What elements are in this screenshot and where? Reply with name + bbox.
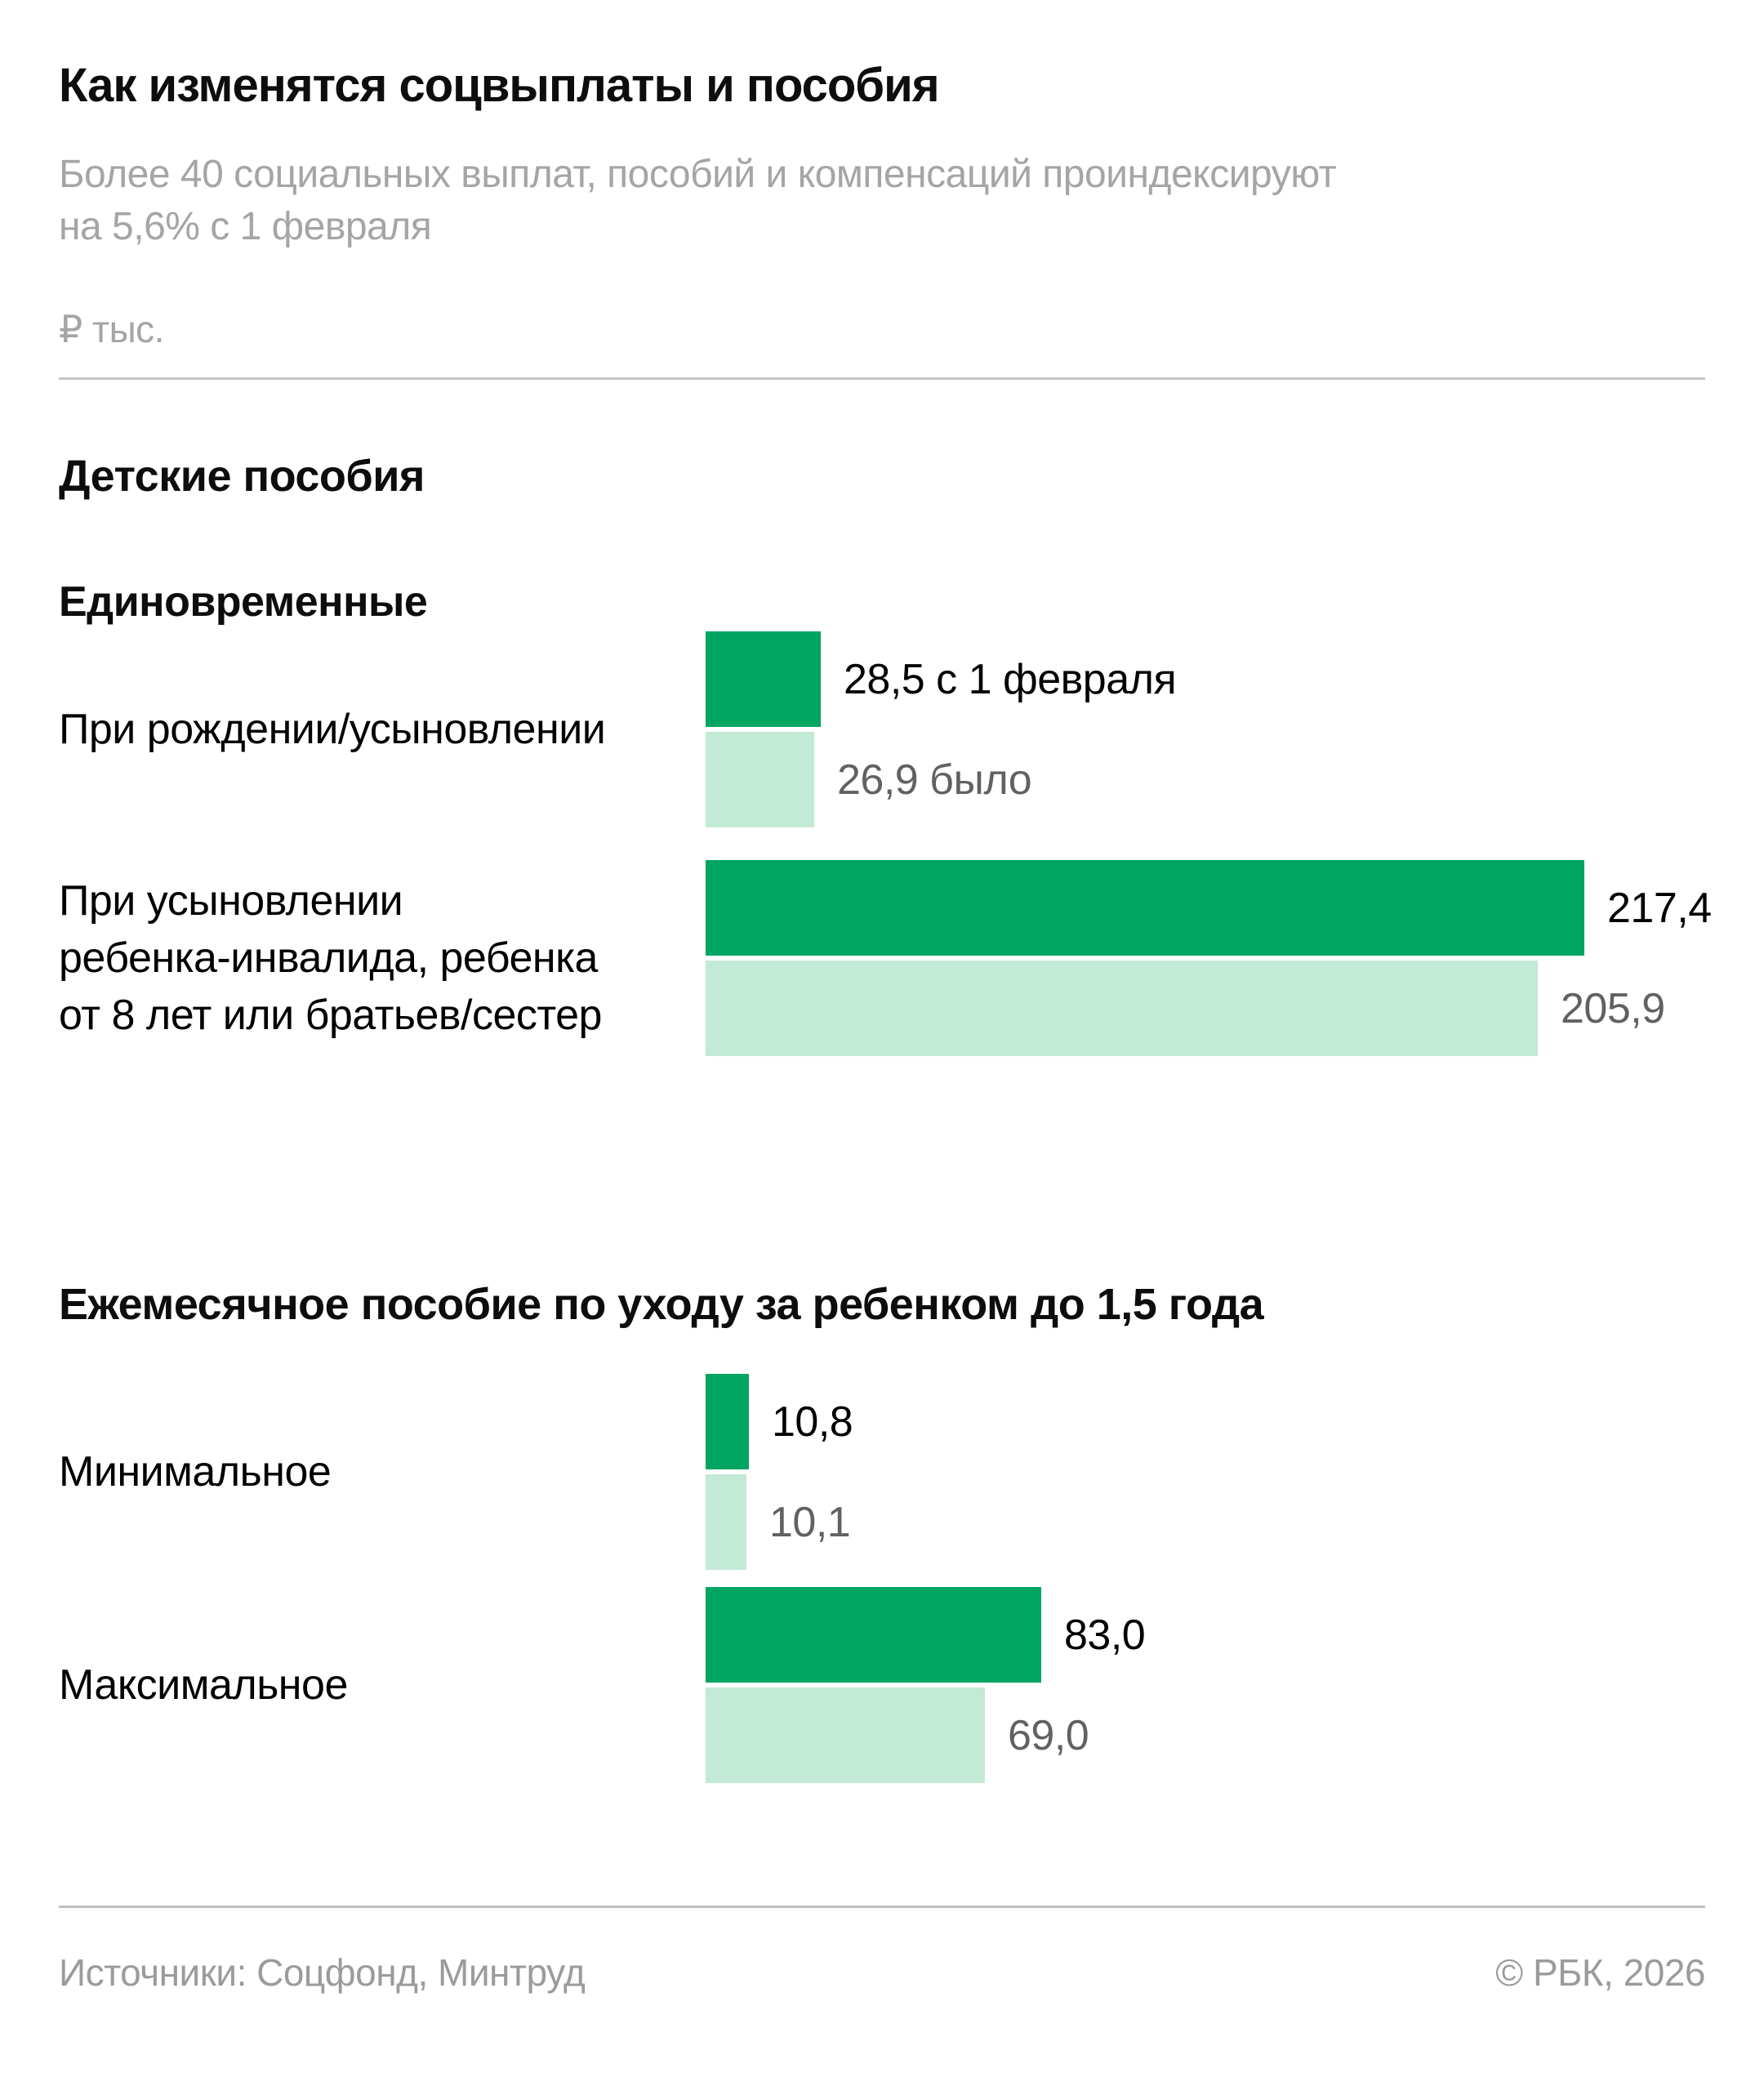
page-title: Как изменятся соцвыплаты и пособия bbox=[59, 59, 940, 112]
row-label-text: Максимальное bbox=[59, 1661, 348, 1709]
top-divider bbox=[59, 377, 1705, 380]
section-heading-child-benefits: Детские пособия bbox=[59, 452, 425, 501]
row-label-line-3: от 8 лет или братьев/сестер bbox=[59, 992, 602, 1039]
bar-value-new: 28,5 с 1 февраля bbox=[844, 655, 1177, 703]
row-label-text: При рождении/усыновлении bbox=[59, 706, 606, 753]
chart-row-birth-adoption: При рождении/усыновлении 28,5 с 1 феврал… bbox=[59, 631, 1705, 827]
bar-value-new: 83,0 bbox=[1064, 1611, 1146, 1659]
bar-pair: 28,5 с 1 февраля 26,9 было bbox=[706, 631, 1177, 827]
bar-old bbox=[706, 732, 814, 827]
row-label-line-1: При усыновлении bbox=[59, 877, 403, 925]
footer-copyright: © РБК, 2026 bbox=[1495, 1951, 1705, 1994]
bar-line-old: 26,9 было bbox=[706, 732, 1176, 827]
chart-row-maximal: Максимальное 83,0 69,0 bbox=[59, 1587, 1705, 1783]
bar-pair: 83,0 69,0 bbox=[706, 1587, 1146, 1783]
page-subtitle: Более 40 социальных выплат, пособий и ко… bbox=[59, 149, 1705, 253]
bar-line-new: 83,0 bbox=[706, 1587, 1146, 1683]
bar-new bbox=[706, 1374, 749, 1469]
bar-old bbox=[706, 1687, 985, 1783]
chart-row-minimal: Минимальное 10,8 10,1 bbox=[59, 1374, 1705, 1570]
bar-line-old: 69,0 bbox=[706, 1687, 1145, 1783]
bar-line-new: 28,5 с 1 февраля bbox=[706, 631, 1177, 727]
bar-value-old: 205,9 bbox=[1561, 984, 1665, 1032]
bar-new bbox=[706, 860, 1584, 956]
footer-sources: Источники: Соцфонд, Минтруд bbox=[59, 1951, 586, 1994]
bar-old bbox=[706, 961, 1538, 1056]
row-label: Минимальное bbox=[59, 1443, 706, 1500]
bar-line-old: 205,9 bbox=[706, 961, 1712, 1056]
bar-value-old: 10,1 bbox=[769, 1498, 851, 1546]
row-label-text: Минимальное bbox=[59, 1448, 332, 1496]
bar-new bbox=[706, 631, 821, 727]
subtitle-line-1: Более 40 социальных выплат, пособий и ко… bbox=[59, 153, 1337, 196]
row-label: При усыновлении ребенка-инвалида, ребенк… bbox=[59, 872, 706, 1044]
section-heading-monthly-care: Ежемесячное пособие по уходу за ребенком… bbox=[59, 1280, 1264, 1329]
bar-value-old: 69,0 bbox=[1008, 1711, 1089, 1759]
bar-value-old: 26,9 было bbox=[837, 756, 1032, 804]
subheading-one-time: Единовременные bbox=[59, 578, 428, 626]
bar-value-new: 10,8 bbox=[772, 1398, 853, 1446]
row-label-line-2: ребенка-инвалида, ребенка bbox=[59, 934, 598, 982]
bar-line-new: 217,4 bbox=[706, 860, 1712, 956]
chart-row-adoption-disabled: При усыновлении ребенка-инвалида, ребенк… bbox=[59, 860, 1712, 1056]
bar-value-new: 217,4 bbox=[1607, 884, 1712, 932]
row-label: При рождении/усыновлении bbox=[59, 701, 706, 758]
units-label: ₽ тыс. bbox=[59, 308, 164, 350]
row-label: Максимальное bbox=[59, 1656, 706, 1714]
bar-pair: 10,8 10,1 bbox=[706, 1374, 853, 1570]
bar-old bbox=[706, 1474, 746, 1570]
footer: Источники: Соцфонд, Минтруд © РБК, 2026 bbox=[59, 1947, 1705, 1998]
bar-new bbox=[706, 1587, 1041, 1683]
bar-line-old: 10,1 bbox=[706, 1474, 853, 1570]
subtitle-line-2: на 5,6% с 1 февраля bbox=[59, 205, 432, 248]
footer-divider bbox=[59, 1906, 1705, 1908]
bar-pair: 217,4 205,9 bbox=[706, 860, 1712, 1056]
bar-line-new: 10,8 bbox=[706, 1374, 853, 1469]
row-label-text: При усыновлении ребенка-инвалида, ребенк… bbox=[59, 872, 706, 1044]
